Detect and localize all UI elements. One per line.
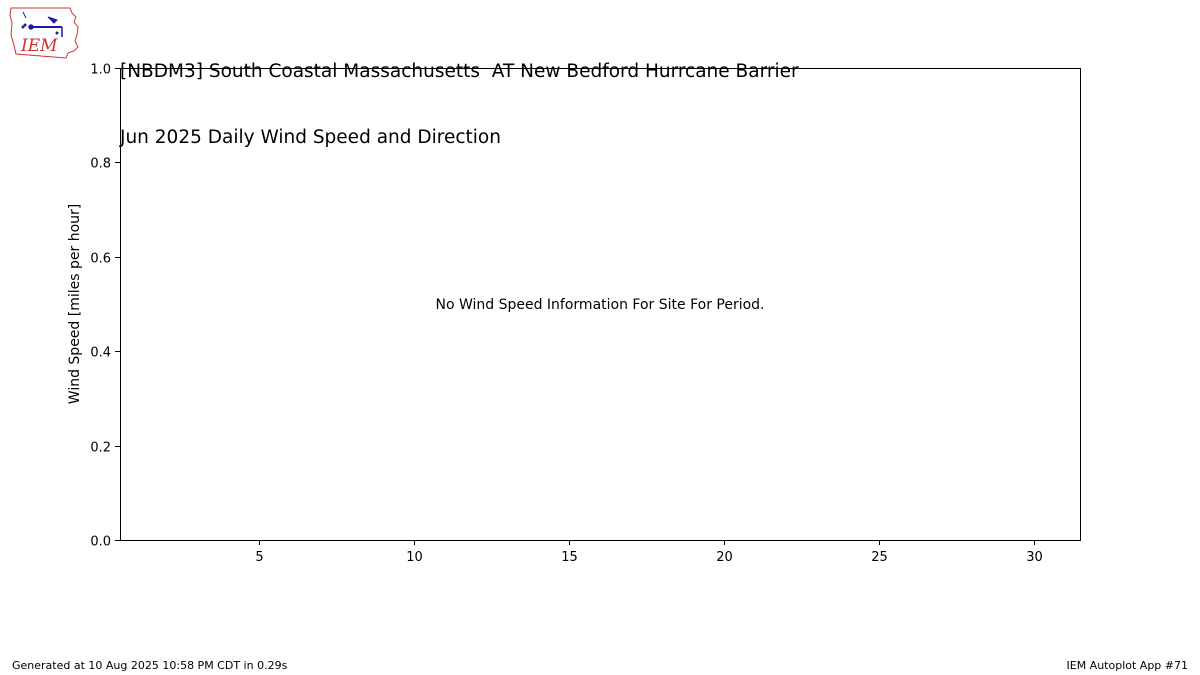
x-axis: 5 10 15 20 25 30: [255, 540, 1043, 565]
x-tick-label: 10: [406, 550, 423, 565]
x-tick-label: 30: [1026, 550, 1043, 565]
y-axis-label: Wind Speed [miles per hour]: [67, 204, 83, 404]
x-tick-label: 20: [716, 550, 733, 565]
y-tick-label: 0.8: [90, 157, 111, 172]
y-tick-label: 0.4: [90, 346, 111, 361]
no-data-annotation: No Wind Speed Information For Site For P…: [435, 297, 764, 313]
chart-title-line2: Jun 2025 Daily Wind Speed and Direction: [120, 127, 501, 148]
chart-title: [NBDM3] South Coastal Massachusetts AT N…: [120, 17, 799, 171]
y-tick-label: 0.6: [90, 252, 111, 267]
y-tick-label: 0.2: [90, 441, 111, 456]
y-tick-label: 0.0: [90, 535, 111, 550]
x-tick-label: 15: [561, 550, 578, 565]
generated-timestamp: Generated at 10 Aug 2025 10:58 PM CDT in…: [12, 659, 288, 672]
iem-logo-text: IEM: [20, 36, 58, 56]
iowa-outline-icon: [9, 7, 79, 59]
autoplot-app-label: IEM Autoplot App #71: [1066, 659, 1189, 672]
y-axis: 0.0 0.2 0.4 0.6 0.8 1.0: [90, 63, 120, 550]
weather-station-icon: [21, 11, 63, 37]
x-tick-label: 25: [871, 550, 888, 565]
x-tick-label: 5: [255, 550, 263, 565]
iem-logo: IEM: [9, 7, 79, 59]
chart-title-line1: [NBDM3] South Coastal Massachusetts AT N…: [120, 61, 799, 82]
y-tick-label: 1.0: [90, 63, 111, 78]
plot-area: [120, 68, 1081, 541]
